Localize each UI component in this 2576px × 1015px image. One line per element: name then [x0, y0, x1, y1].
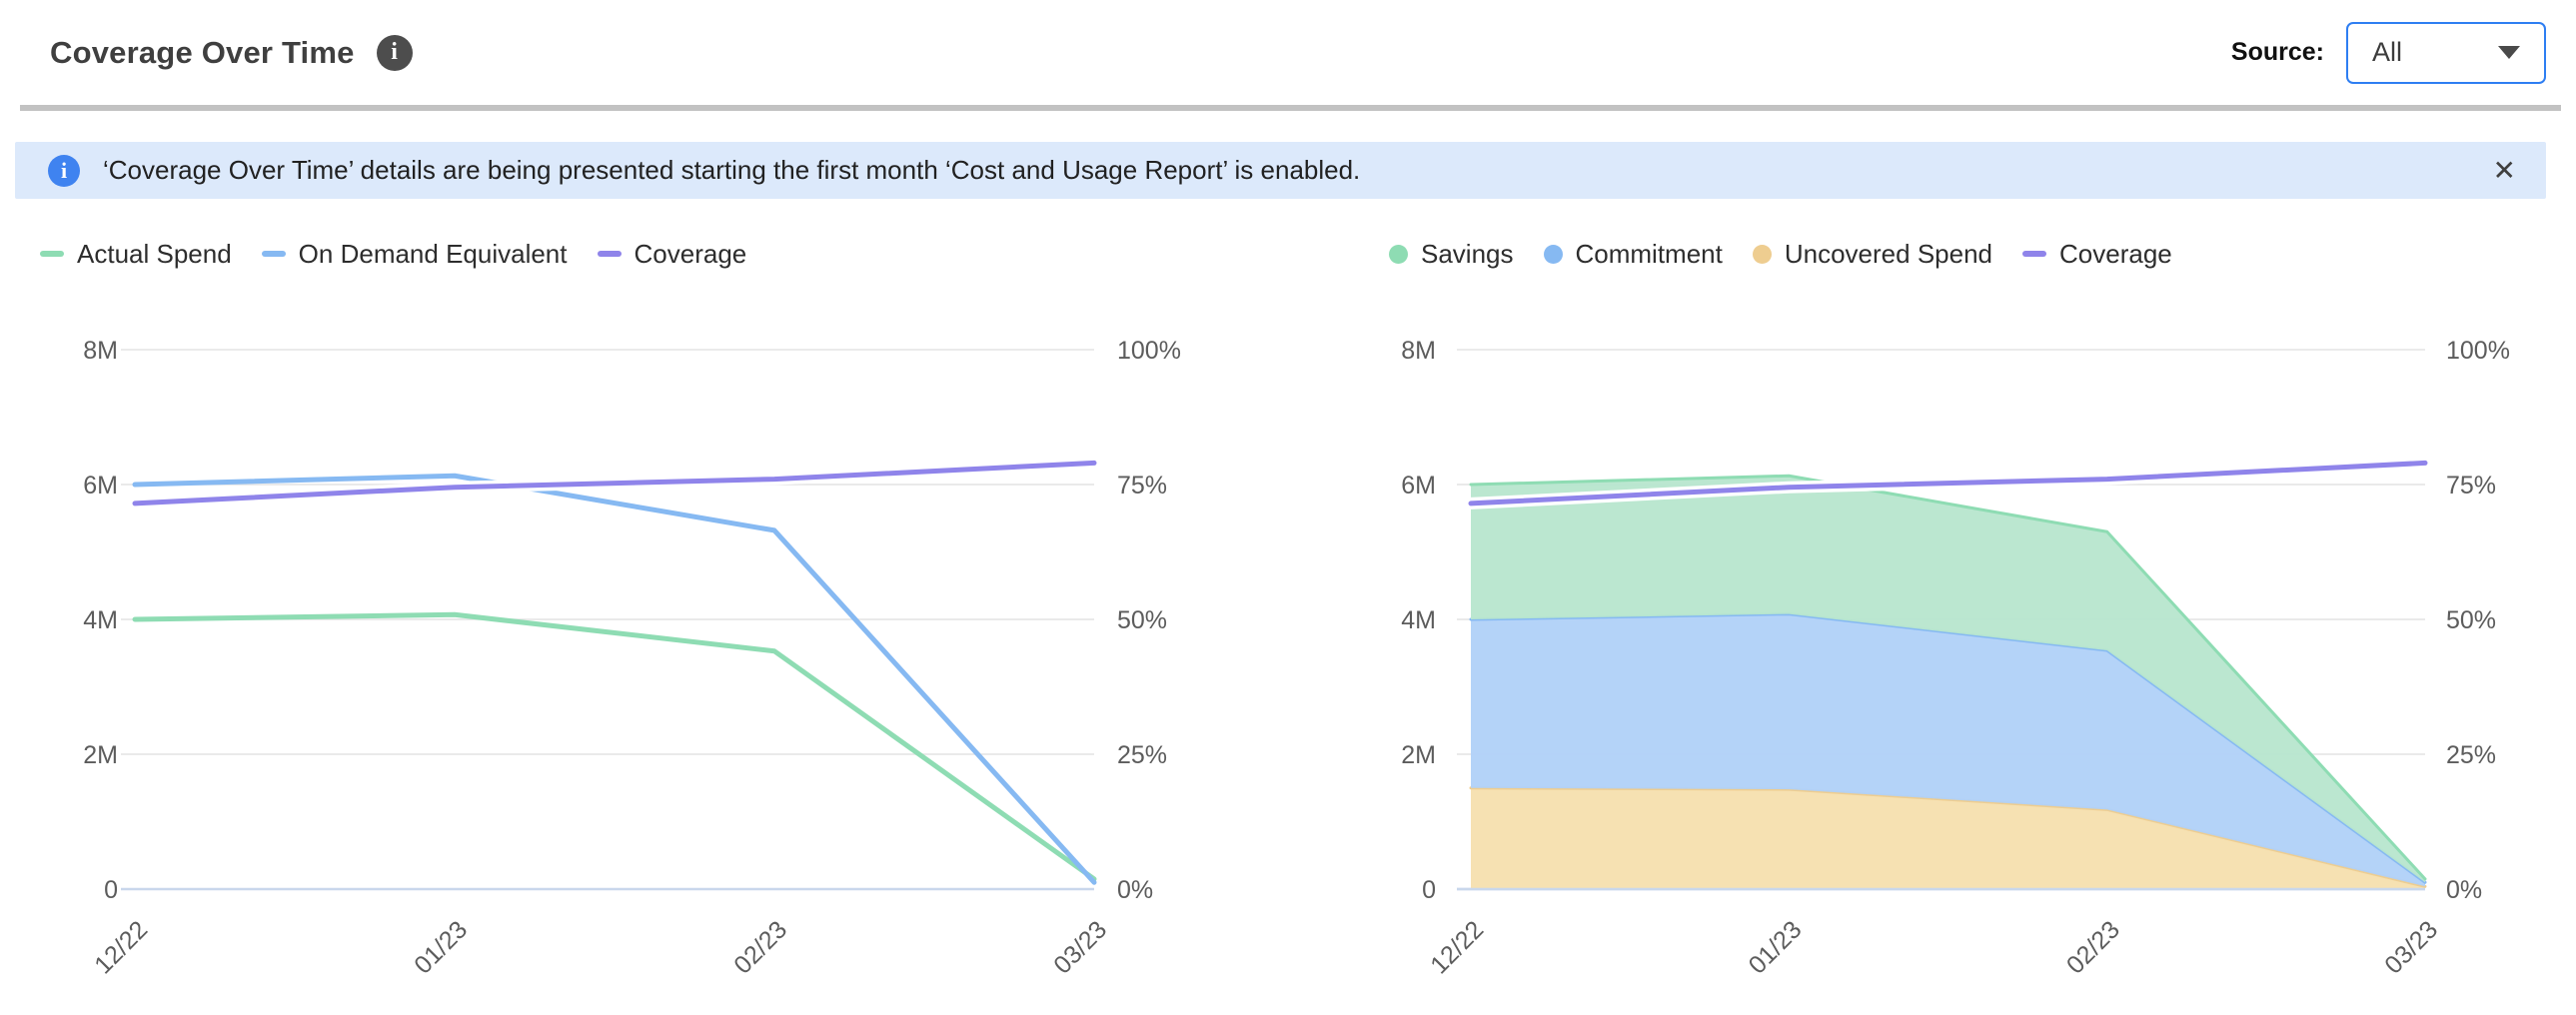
uncovered-spend-area — [1471, 787, 2425, 889]
x-axis-tick-label: 02/23 — [728, 915, 792, 979]
x-axis-tick-label: 03/23 — [2379, 915, 2443, 979]
left-axis-tick-label: 0 — [1422, 876, 1436, 904]
legend-item-savings[interactable]: Savings — [1389, 239, 1514, 270]
x-axis-tick-label: 01/23 — [409, 915, 473, 979]
commitment-swatch-icon — [1543, 244, 1563, 264]
actual-spend-line — [132, 611, 1097, 882]
x-axis-tick-label: 03/23 — [1048, 915, 1112, 979]
x-axis-tick-label: 02/23 — [2061, 915, 2125, 979]
spend-coverage-line-chart-panel: Actual Spend On Demand Equivalent Coverage… — [40, 238, 1294, 979]
legend-item-coverage[interactable]: Coverage — [597, 238, 747, 270]
header-divider — [20, 105, 2561, 111]
left-axis-tick-label: 4M — [1401, 606, 1436, 634]
info-banner: i ‘Coverage Over Time’ details are being… — [15, 142, 2546, 199]
info-glyph: i — [391, 39, 398, 65]
source-dropdown-value: All — [2372, 37, 2403, 67]
right-axis-tick-label: 50% — [2446, 606, 2496, 634]
right-axis-tick-label: 0% — [2446, 876, 2482, 904]
legend-item-commitment[interactable]: Commitment — [1543, 238, 1723, 270]
coverage-swatch-icon — [597, 251, 622, 257]
right-axis-tick-label: 75% — [2446, 472, 2496, 500]
legend-label: On Demand Equivalent — [298, 238, 568, 269]
on-demand-equivalent-swatch-icon — [261, 251, 286, 257]
savings-swatch-icon — [1389, 244, 1408, 264]
right-axis-tick-label: 0% — [1117, 876, 1153, 904]
page-title: Coverage Over Time — [50, 34, 355, 70]
left-axis-tick-label: 4M — [83, 606, 118, 634]
left-axis-tick-label: 6M — [1401, 472, 1436, 500]
coverage-line — [132, 460, 1097, 507]
right-axis-tick-label: 25% — [2446, 741, 2496, 769]
right-axis-tick-label: 100% — [2446, 337, 2510, 365]
source-label: Source: — [2230, 38, 2324, 66]
banner-info-icon: i — [48, 154, 80, 187]
savings-area-edge — [1469, 474, 2427, 881]
legend-item-on-demand-equivalent[interactable]: On Demand Equivalent — [261, 238, 568, 270]
banner-text: ‘Coverage Over Time’ details are being p… — [103, 155, 1361, 185]
banner-info-glyph: i — [60, 157, 68, 183]
savings-area — [1471, 476, 2425, 883]
left-axis-tick-label: 6M — [83, 472, 118, 500]
left-axis-tick-label: 8M — [1401, 337, 1436, 365]
actual-spend-swatch-icon — [40, 251, 64, 257]
coverage-swatch-icon — [2022, 251, 2046, 257]
legend-label: Coverage — [2059, 238, 2172, 269]
x-axis-tick-label: 01/23 — [1744, 915, 1808, 979]
legend-item-actual-spend[interactable]: Actual Spend — [40, 239, 232, 270]
on-demand-equivalent-line — [132, 473, 1097, 885]
left-axis-tick-label: 0 — [104, 876, 118, 904]
legend-item-uncovered-spend[interactable]: Uncovered Spend — [1752, 238, 1992, 270]
legend-label: Uncovered Spend — [1784, 238, 1992, 269]
line-chart-plot[interactable]: 0 0% 2M 25% 4M 50% 6M 75% 8M 100% 12/22 01/23 02/23 0… — [40, 295, 1294, 1015]
legend-item-coverage[interactable]: Coverage — [2022, 239, 2172, 270]
area-chart-legend: Savings Commitment Uncovered Spend Coverage — [1389, 238, 2576, 270]
chevron-down-icon — [2498, 46, 2520, 59]
coverage-line — [1468, 460, 2428, 507]
area-chart-plot[interactable]: 0 0% 2M 25% 4M 50% 6M 75% 8M 100% 12/22 01/23 02/23 0… — [1329, 295, 2576, 1015]
commitment-area — [1471, 613, 2425, 887]
line-chart-legend: Actual Spend On Demand Equivalent Coverage — [40, 238, 1294, 270]
legend-label: Actual Spend — [77, 238, 232, 269]
banner-close-button[interactable]: ✕ — [2492, 154, 2516, 186]
source-dropdown[interactable]: All — [2346, 21, 2546, 84]
left-axis-tick-label: 8M — [83, 337, 118, 365]
right-axis-tick-label: 100% — [1117, 337, 1181, 365]
left-axis-tick-label: 2M — [1401, 741, 1436, 769]
header-right: Source: All — [2230, 21, 2546, 84]
uncovered-spend-swatch-icon — [1752, 244, 1772, 264]
legend-label: Coverage — [634, 238, 747, 269]
legend-label: Commitment — [1575, 238, 1723, 269]
title-info-icon[interactable]: i — [376, 34, 413, 71]
header: Coverage Over Time i Source: All — [0, 0, 2576, 105]
x-axis-tick-label: 12/22 — [1425, 915, 1489, 979]
left-axis-tick-label: 2M — [83, 741, 118, 769]
right-axis-tick-label: 50% — [1117, 606, 1167, 634]
x-axis-tick-label: 12/22 — [89, 915, 153, 979]
legend-label: Savings — [1421, 238, 1514, 269]
right-axis-tick-label: 75% — [1117, 472, 1167, 500]
right-axis-tick-label: 25% — [1117, 741, 1167, 769]
savings-breakdown-area-chart-panel: Savings Commitment Uncovered Spend Coverage… — [1329, 238, 2576, 979]
